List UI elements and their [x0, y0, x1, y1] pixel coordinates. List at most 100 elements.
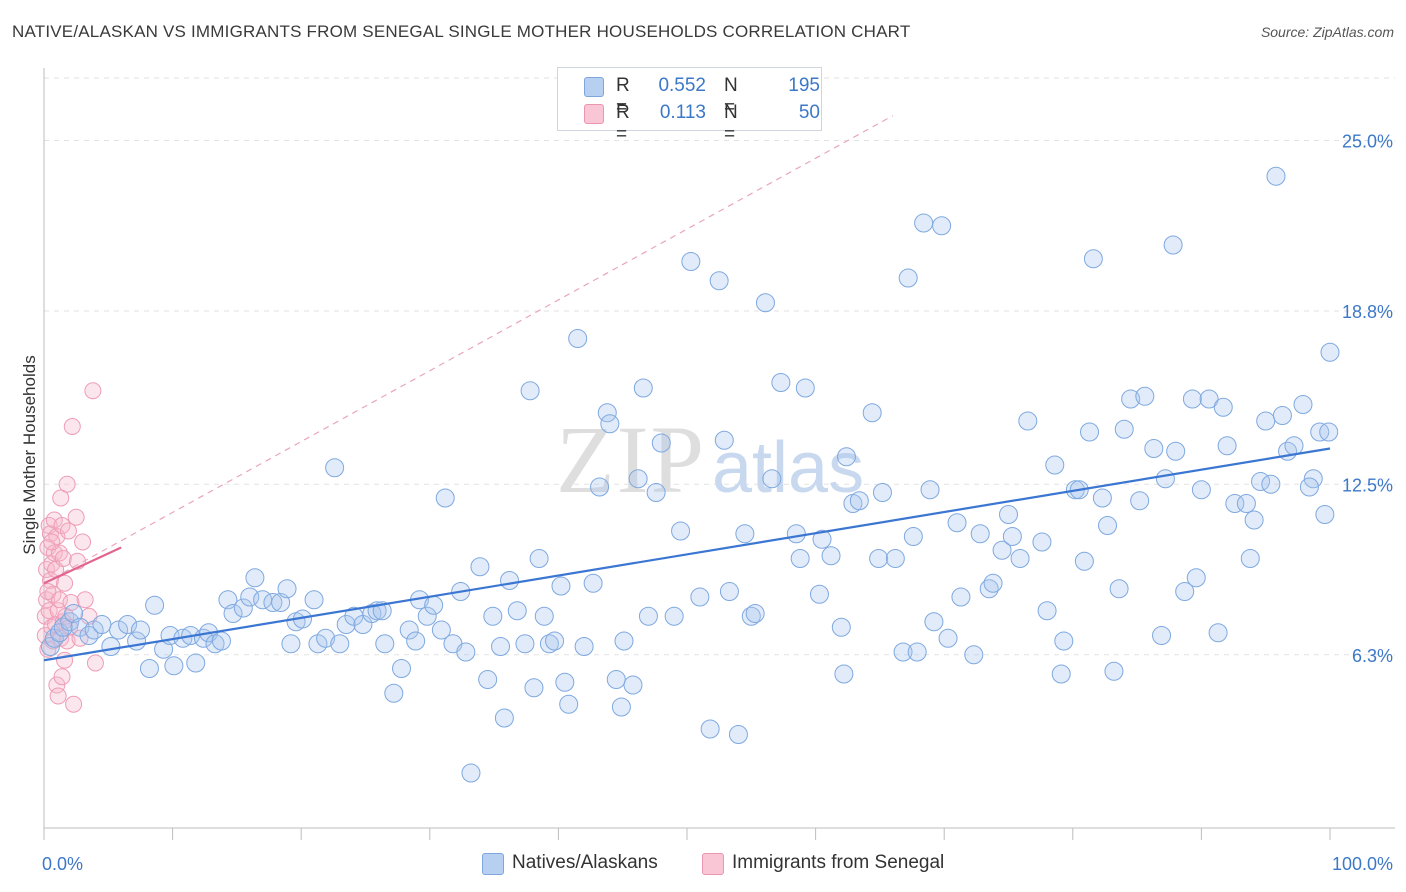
data-point-natives [628, 469, 648, 489]
data-point-natives [728, 725, 748, 744]
data-point-natives [862, 403, 882, 423]
data-point-natives [836, 447, 856, 467]
data-point-natives [1144, 439, 1164, 458]
y-tick-labels: 6.3% 12.5% 18.8% 25.0% [1342, 132, 1393, 666]
data-point-natives [281, 634, 301, 654]
data-point-natives [920, 480, 940, 500]
data-point-natives [233, 598, 253, 618]
data-point-natives [1163, 235, 1183, 255]
data-point-senegal [48, 676, 66, 694]
data-point-natives [101, 637, 121, 656]
data-point-natives [951, 587, 971, 607]
data-point-natives [478, 670, 498, 689]
data-point-natives [638, 606, 658, 626]
trend-line-natives [43, 447, 1331, 662]
n-value: 195 [788, 75, 820, 96]
data-point-natives [1299, 477, 1319, 497]
data-point-natives [771, 373, 791, 392]
data-point-natives [223, 604, 243, 623]
data-point-natives [597, 403, 617, 423]
data-point-natives [893, 642, 913, 662]
data-point-natives [1018, 411, 1038, 431]
data-point-natives [947, 513, 967, 533]
data-point-natives [646, 483, 666, 502]
data-point-natives [1199, 389, 1219, 409]
data-point-natives [600, 414, 620, 434]
data-point-natives [690, 587, 710, 607]
data-point-natives [1266, 166, 1286, 186]
data-point-natives [907, 642, 927, 662]
data-point-natives [790, 549, 810, 568]
data-point-natives [1186, 568, 1206, 588]
data-point-natives [277, 579, 297, 599]
data-point-natives [1191, 480, 1211, 500]
data-point-natives [1208, 623, 1228, 643]
data-point-natives [872, 483, 892, 502]
y-tick-label: 25.0% [1342, 132, 1393, 152]
data-point-natives [1256, 411, 1276, 431]
data-point-natives [470, 557, 490, 577]
data-point-senegal [84, 382, 102, 400]
data-point-natives [520, 381, 540, 401]
data-point-natives [1272, 406, 1292, 425]
data-point-natives [1182, 389, 1202, 409]
data-point-natives [1319, 422, 1339, 442]
data-point-senegal [53, 668, 71, 686]
data-point-natives [211, 631, 231, 651]
data-point-natives [623, 675, 643, 695]
data-point-natives [539, 634, 559, 654]
data-point-natives [583, 573, 603, 593]
legend-swatch-blue [482, 853, 504, 875]
data-point-natives [483, 606, 503, 626]
data-point-natives [762, 469, 782, 489]
data-point-natives [983, 573, 1003, 593]
data-point-senegal [61, 618, 79, 636]
axes [43, 68, 1395, 840]
legend-swatch-blue [584, 77, 604, 97]
data-point-natives [932, 216, 952, 236]
data-point-natives [1037, 601, 1057, 621]
data-point-senegal [58, 475, 76, 493]
data-point-natives [79, 626, 99, 645]
trend-lines [43, 447, 1331, 662]
source-label: Source: ZipAtlas.com [1260, 24, 1394, 40]
data-point-natives [1155, 469, 1175, 489]
data-point-natives [109, 620, 129, 640]
data-point-natives [118, 615, 138, 634]
data-point-natives [399, 620, 419, 640]
data-point-natives [1315, 505, 1335, 524]
data-point-senegal [40, 602, 58, 620]
data-point-natives [1054, 631, 1074, 651]
data-point-natives [1010, 549, 1030, 568]
data-point-natives [614, 631, 634, 651]
data-point-natives [424, 595, 444, 615]
data-point-natives [491, 637, 511, 656]
data-point-senegal [45, 544, 63, 562]
data-point-natives [139, 659, 159, 678]
data-point-natives [559, 694, 579, 714]
data-point-natives [849, 491, 869, 511]
data-point-natives [529, 549, 549, 568]
watermark-zip: ZIP [556, 406, 706, 513]
data-point-natives [714, 430, 734, 450]
data-point-natives [938, 628, 958, 648]
data-point-senegal [52, 489, 70, 507]
data-point-natives [534, 606, 554, 626]
r-value: 0.113 [659, 102, 706, 123]
data-point-natives [812, 529, 832, 549]
data-point-senegal [54, 550, 72, 567]
data-point-natives [1244, 510, 1264, 530]
data-point-natives [1213, 397, 1233, 417]
data-point-natives [336, 615, 356, 634]
data-point-natives [555, 672, 575, 692]
data-point-natives [1236, 494, 1256, 513]
n-label: N = [724, 102, 738, 145]
data-point-natives [1320, 342, 1340, 362]
data-point-natives [316, 628, 336, 648]
data-point-natives [164, 656, 184, 676]
data-point-natives [406, 631, 426, 651]
x-tick-label: 100.0% [1332, 854, 1393, 874]
trend-line-senegal [43, 546, 122, 585]
data-point-natives [1217, 436, 1237, 456]
